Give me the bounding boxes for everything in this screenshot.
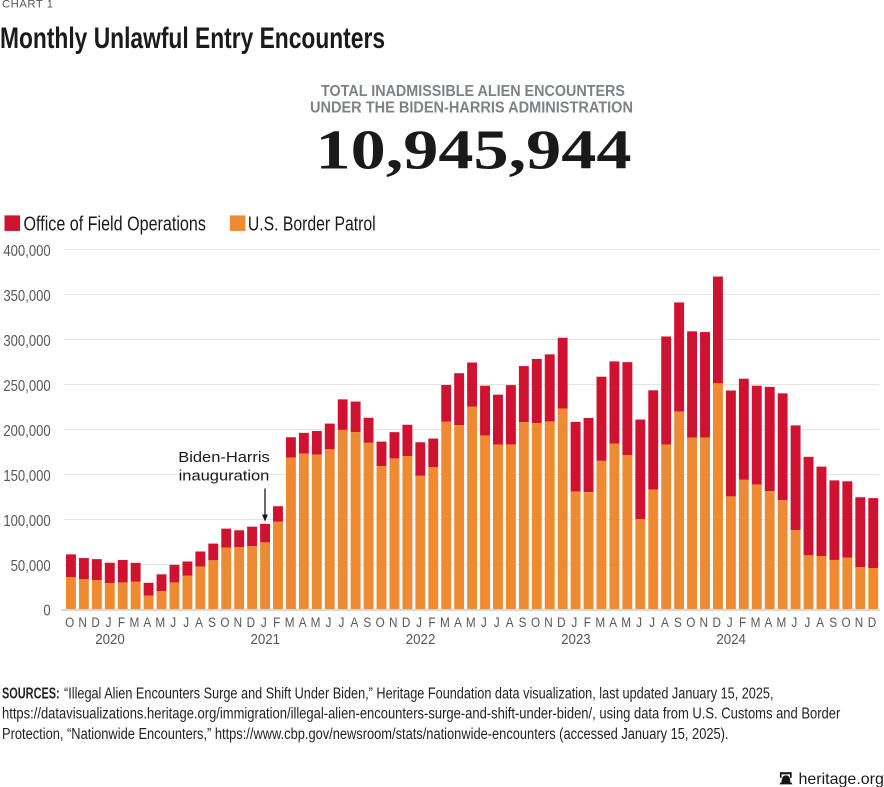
svg-text:N: N	[78, 614, 86, 630]
svg-text:S: S	[674, 614, 682, 630]
svg-text:Biden-Harris: Biden-Harris	[178, 449, 270, 466]
svg-text:J: J	[183, 614, 189, 630]
svg-text:D: D	[91, 614, 99, 630]
svg-text:250,000: 250,000	[3, 378, 50, 395]
svg-text:https://datavisualizations.her: https://datavisualizations.heritage.org/…	[2, 706, 840, 723]
svg-text:M: M	[466, 614, 476, 630]
svg-text:Protection, “Nationwide Encoun: Protection, “Nationwide Encounters,” htt…	[2, 726, 729, 743]
svg-text:2023: 2023	[561, 631, 591, 648]
svg-text:2022: 2022	[406, 631, 436, 648]
svg-text:150,000: 150,000	[3, 468, 50, 485]
svg-text:F: F	[428, 614, 435, 630]
svg-text:200,000: 200,000	[3, 423, 50, 440]
svg-text:300,000: 300,000	[3, 333, 50, 350]
svg-text:F: F	[273, 614, 280, 630]
svg-text:D: D	[557, 614, 565, 630]
svg-text:J: J	[791, 614, 797, 630]
svg-text:A: A	[143, 614, 151, 630]
svg-text:M: M	[130, 614, 140, 630]
svg-text:M: M	[311, 614, 321, 630]
svg-text:A: A	[661, 614, 669, 630]
svg-text:J: J	[636, 614, 642, 630]
svg-text:A: A	[506, 614, 514, 630]
svg-text:M: M	[285, 614, 295, 630]
svg-text:M: M	[440, 614, 450, 630]
svg-text:O: O	[65, 614, 74, 630]
svg-text:J: J	[170, 614, 176, 630]
svg-text:J: J	[261, 614, 267, 630]
svg-text:N: N	[389, 614, 397, 630]
svg-text:A: A	[299, 614, 307, 630]
svg-text:A: A	[195, 614, 203, 630]
svg-text:F: F	[584, 614, 591, 630]
svg-text:heritage.org: heritage.org	[799, 771, 884, 787]
svg-text:D: D	[868, 614, 876, 630]
svg-text:M: M	[621, 614, 631, 630]
svg-text:M: M	[777, 614, 787, 630]
svg-text:J: J	[481, 614, 487, 630]
svg-text:SOURCES:: SOURCES:	[2, 685, 60, 702]
svg-text:A: A	[816, 614, 824, 630]
svg-text:J: J	[339, 614, 345, 630]
svg-text:J: J	[649, 614, 655, 630]
svg-text:O: O	[686, 614, 695, 630]
svg-text:inauguration: inauguration	[179, 467, 270, 484]
svg-text:F: F	[118, 614, 125, 630]
svg-text:N: N	[234, 614, 242, 630]
svg-text:F: F	[739, 614, 746, 630]
svg-text:N: N	[855, 614, 863, 630]
svg-text:S: S	[829, 614, 837, 630]
svg-text:2024: 2024	[716, 631, 746, 648]
svg-text:2021: 2021	[251, 631, 281, 648]
svg-text:10,945,944: 10,945,944	[316, 119, 632, 181]
svg-text:0: 0	[43, 602, 50, 619]
svg-text:Monthly Unlawful Entry Encount: Monthly Unlawful Entry Encounters	[0, 23, 385, 55]
svg-text:O: O	[376, 614, 385, 630]
svg-text:O: O	[842, 614, 851, 630]
svg-text:Office of Field Operations: Office of Field Operations	[24, 213, 206, 235]
svg-text:350,000: 350,000	[3, 288, 50, 305]
svg-text:M: M	[155, 614, 165, 630]
svg-text:CHART 1: CHART 1	[2, 0, 54, 11]
svg-text:J: J	[804, 614, 810, 630]
svg-text:M: M	[751, 614, 761, 630]
svg-text:A: A	[609, 614, 617, 630]
svg-text:A: A	[765, 614, 773, 630]
svg-text:A: A	[350, 614, 358, 630]
svg-text:N: N	[544, 614, 552, 630]
svg-text:2020: 2020	[95, 631, 125, 648]
svg-text:D: D	[402, 614, 410, 630]
svg-text:S: S	[208, 614, 216, 630]
svg-text:A: A	[454, 614, 462, 630]
svg-text:M: M	[595, 614, 605, 630]
svg-text:TOTAL INADMISSIBLE ALIEN ENCOU: TOTAL INADMISSIBLE ALIEN ENCOUNTERS	[321, 83, 625, 100]
svg-text:100,000: 100,000	[3, 513, 50, 530]
svg-text:50,000: 50,000	[11, 558, 51, 575]
svg-text:J: J	[727, 614, 733, 630]
svg-text:N: N	[700, 614, 708, 630]
svg-text:J: J	[571, 614, 577, 630]
svg-text:D: D	[247, 614, 255, 630]
svg-text:400,000: 400,000	[3, 243, 50, 260]
svg-text:S: S	[519, 614, 527, 630]
svg-text:UNDER THE BIDEN-HARRIS ADMINIS: UNDER THE BIDEN-HARRIS ADMINISTRATION	[310, 99, 633, 116]
svg-text:D: D	[712, 614, 720, 630]
svg-text:“Illegal Alien Encounters Surg: “Illegal Alien Encounters Surge and Shif…	[64, 685, 774, 702]
svg-text:S: S	[363, 614, 371, 630]
svg-text:O: O	[220, 614, 229, 630]
svg-text:J: J	[326, 614, 332, 630]
svg-text:U.S. Border Patrol: U.S. Border Patrol	[248, 213, 376, 235]
svg-text:J: J	[106, 614, 112, 630]
svg-text:J: J	[494, 614, 500, 630]
svg-text:J: J	[416, 614, 422, 630]
svg-text:O: O	[531, 614, 540, 630]
